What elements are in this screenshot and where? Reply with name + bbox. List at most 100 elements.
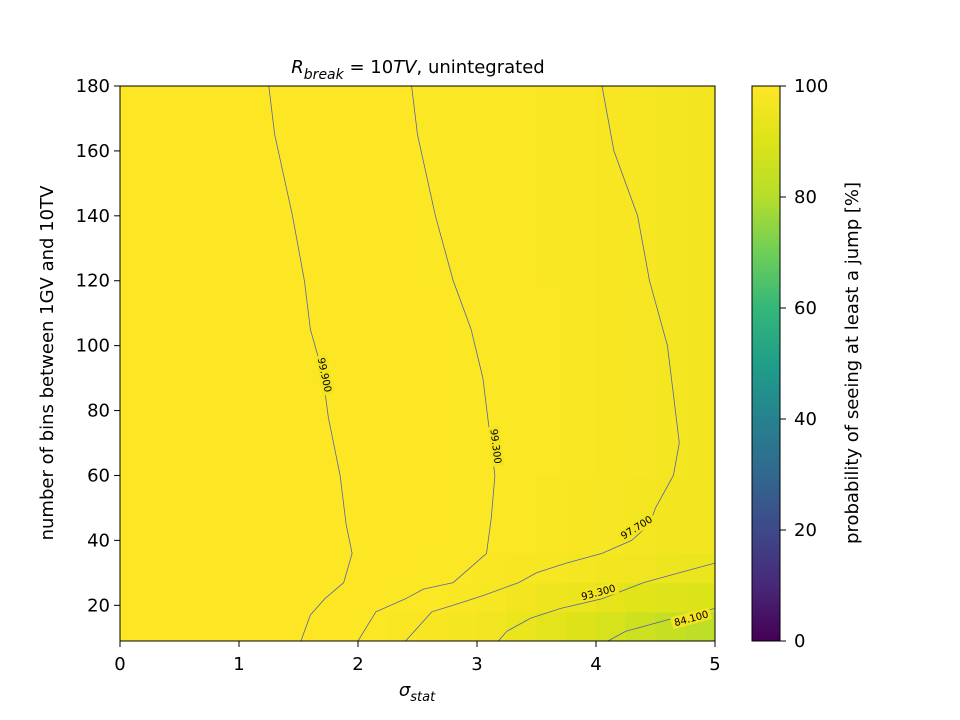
heatmap-cell [536, 183, 567, 282]
heatmap-cell [417, 183, 448, 282]
x-tick-label: 4 [590, 654, 601, 675]
heatmap-cell [179, 475, 210, 554]
heatmap-cell [625, 582, 657, 613]
heatmap-cell [447, 611, 478, 641]
heatmap-cell [120, 280, 151, 379]
heatmap-cell [655, 183, 686, 282]
heatmap-cell [596, 378, 627, 477]
colorbar-tick-label: 60 [794, 298, 817, 319]
heatmap-cell [239, 86, 270, 184]
x-tick-label: 0 [114, 654, 125, 675]
heatmap-cell [179, 582, 210, 613]
heatmap-cell [328, 475, 359, 554]
heatmap-cell [685, 183, 715, 282]
contour-label-bg [577, 581, 620, 604]
heatmap-cell [358, 378, 389, 477]
heatmap-cell [268, 280, 300, 379]
heatmap-cell [387, 86, 419, 184]
heatmap-cell [685, 582, 715, 613]
heatmap-cell [625, 86, 657, 184]
heatmap-cell [120, 378, 151, 477]
heatmap-cell [447, 280, 478, 379]
heatmap-cell [447, 553, 478, 584]
heatmap-cell [328, 611, 359, 641]
heatmap-cell [596, 553, 627, 584]
contour-line [357, 86, 496, 641]
contour-line [498, 562, 715, 641]
heatmap-cell [506, 553, 538, 584]
heatmap-cell [417, 611, 448, 641]
heatmap-cell [179, 280, 210, 379]
y-tick-label: 80 [87, 401, 110, 422]
contour-label-bg [670, 607, 713, 630]
heatmap-cell [387, 553, 419, 584]
heatmap-cell [477, 280, 508, 379]
heatmap-cell [328, 86, 359, 184]
heatmap-cell [239, 553, 270, 584]
heatmap-cell [566, 611, 597, 641]
heatmap-cell [358, 553, 389, 584]
heatmap-cell [149, 582, 181, 613]
y-tick-label: 60 [87, 465, 110, 486]
heatmap-cell [298, 183, 329, 282]
heatmap-cell [536, 611, 567, 641]
heatmap-cell [358, 183, 389, 282]
heatmap-cell [328, 582, 359, 613]
colorbar-label: probability of seeing at least a jump [%… [842, 182, 863, 544]
heatmap-cell [447, 475, 478, 554]
heatmap-cell [298, 582, 329, 613]
heatmap-cell [328, 553, 359, 584]
heatmap-cell [298, 611, 329, 641]
heatmap-cell [268, 378, 300, 477]
heatmap-cell [685, 475, 715, 554]
heatmap-cell [209, 611, 240, 641]
plot-frame [119, 85, 716, 642]
y-tick-label: 40 [87, 530, 110, 551]
heatmap-cell [655, 582, 686, 613]
heatmap-cell [120, 611, 151, 641]
heatmap-cells [120, 86, 715, 641]
heatmap-cell [685, 553, 715, 584]
heatmap-cell [387, 611, 419, 641]
heatmap-cell [268, 611, 300, 641]
heatmap-cell [179, 378, 210, 477]
heatmap-cell [298, 475, 329, 554]
heatmap-cell [596, 280, 627, 379]
heatmap-cell [506, 86, 538, 184]
heatmap-cell [149, 553, 181, 584]
heatmap-cell [358, 86, 389, 184]
colorbar-axis: 0 20 40 60 80 100 [780, 76, 828, 652]
heatmap-cell [566, 86, 597, 184]
heatmap-cell [506, 378, 538, 477]
heatmap-cell [506, 611, 538, 641]
heatmap-cell [625, 280, 657, 379]
heatmap-cell [536, 475, 567, 554]
heatmap-cell [239, 280, 270, 379]
heatmap-cell [120, 183, 151, 282]
heatmap-cell [566, 475, 597, 554]
heatmap-cell [268, 86, 300, 184]
heatmap-cell [506, 280, 538, 379]
heatmap-cell [506, 183, 538, 282]
heatmap-cell [268, 183, 300, 282]
heatmap-cell [179, 611, 210, 641]
heatmap-cell [566, 280, 597, 379]
heatmap-cell [417, 86, 448, 184]
heatmap-cell [417, 378, 448, 477]
heatmap-cell [477, 183, 508, 282]
heatmap-cell [625, 378, 657, 477]
heatmap-cell [209, 553, 240, 584]
heatmap-cell [477, 475, 508, 554]
heatmap-cell [120, 582, 151, 613]
heatmap-cell [239, 378, 270, 477]
heatmap-cell [387, 475, 419, 554]
heatmap-cell [447, 378, 478, 477]
contour-label-bg [616, 511, 657, 544]
heatmap-cell [685, 378, 715, 477]
colorbar-tick-label: 80 [794, 187, 817, 208]
heatmap-cell [239, 183, 270, 282]
heatmap-cell [209, 582, 240, 613]
heatmap-cell [209, 183, 240, 282]
heatmap-cell [387, 378, 419, 477]
